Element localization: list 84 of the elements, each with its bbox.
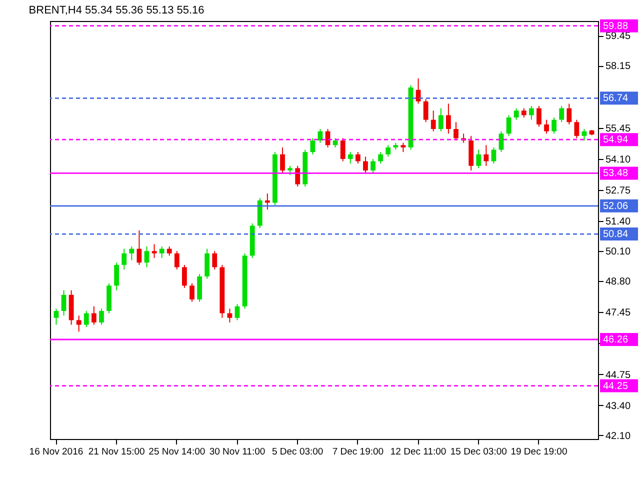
- candlestick: [212, 250, 218, 270]
- y-tick-label: 58.15: [606, 61, 631, 72]
- x-tick-label: 25 Nov 14:00: [148, 446, 206, 458]
- candlestick: [99, 308, 104, 326]
- ref-line-label: 56.74: [603, 93, 628, 104]
- candlestick: [544, 119, 549, 134]
- candlestick: [295, 165, 300, 188]
- ref-line-label: 54.94: [603, 134, 628, 146]
- candlestick: [197, 274, 202, 302]
- candlestick: [582, 128, 587, 142]
- candlestick: [280, 146, 285, 174]
- candlestick: [310, 138, 316, 155]
- y-tick-label: 44.75: [606, 370, 631, 381]
- candlestick: [84, 310, 89, 328]
- x-tick-label: 5 Dec 03:00: [272, 446, 324, 458]
- y-tick-label: 52.75: [606, 186, 631, 197]
- x-tick-label: 21 Nov 15:00: [88, 446, 145, 458]
- candlestick: [514, 108, 519, 120]
- candlestick: [340, 138, 346, 162]
- candlestick: [159, 246, 164, 258]
- y-tick-label: 50.10: [606, 246, 631, 258]
- candlestick: [552, 116, 557, 134]
- candlestick: [506, 114, 512, 136]
- x-tick-label: 15 Dec 03:00: [450, 446, 507, 458]
- candlestick: [76, 315, 82, 332]
- y-tick-label: 51.40: [606, 216, 631, 228]
- candlestick: [91, 306, 96, 326]
- candlestick: [574, 119, 580, 139]
- candlestick: [182, 264, 187, 288]
- candlestick: [227, 308, 232, 323]
- candlestick: [288, 165, 293, 176]
- candlestick: [491, 146, 496, 164]
- x-tick-label: 30 Nov 11:00: [209, 446, 266, 458]
- y-tick-label: 42.10: [606, 430, 631, 442]
- x-tick-label: 16 Nov 2016: [29, 446, 84, 458]
- candlestick: [355, 152, 360, 164]
- y-tick-label: 43.40: [606, 400, 631, 412]
- x-tick-label: 19 Dec 19:00: [510, 446, 568, 458]
- candlestick: [438, 108, 444, 132]
- candlestick: [144, 246, 150, 268]
- y-tick-label: 48.80: [606, 276, 631, 288]
- candlestick: [400, 142, 406, 153]
- x-tick-label: 12 Dec 11:00: [390, 446, 446, 458]
- candlestick: [521, 108, 526, 118]
- candlestick: [528, 105, 534, 120]
- candlestick: [484, 144, 489, 166]
- candlestick: [152, 244, 157, 258]
- y-tick-label: 54.10: [606, 154, 631, 166]
- candlestick: [136, 230, 142, 266]
- candlestick: [536, 105, 542, 128]
- candlestick: [386, 144, 391, 158]
- ref-line-label: 53.48: [603, 168, 628, 180]
- y-tick-label: 47.45: [606, 308, 631, 319]
- candlestick: [61, 290, 66, 316]
- candlestick: [566, 103, 572, 125]
- ref-line-label: 52.06: [603, 200, 628, 212]
- candlestick: [430, 110, 436, 132]
- candlestick: [559, 105, 564, 123]
- candlestick: [166, 246, 172, 256]
- y-tick-label: 59.45: [606, 31, 631, 42]
- candlestick: [174, 250, 180, 270]
- candlestick: [423, 98, 428, 123]
- ref-line-label: 50.84: [603, 229, 628, 240]
- candlestick: [332, 138, 338, 148]
- candlestick: [234, 304, 240, 321]
- candlestick: [446, 103, 451, 134]
- candlestick: [114, 262, 120, 291]
- candlestick: [370, 158, 376, 174]
- ref-line-label: 59.88: [603, 20, 628, 32]
- candlestick: [348, 152, 353, 164]
- chart-title: BRENT,H4 55.34 55.36 55.13 55.16: [28, 4, 204, 16]
- candlestick: [54, 308, 59, 326]
- candlestick: [190, 282, 194, 302]
- ref-line-label: 44.25: [603, 380, 628, 392]
- candlestick: [204, 248, 210, 280]
- candlestick: [476, 149, 482, 169]
- candlestick: [363, 156, 368, 174]
- x-tick-label: 7 Dec 19:00: [332, 446, 384, 458]
- candlestick: [378, 152, 384, 164]
- candlestick: [122, 248, 127, 270]
- candlestick: [454, 122, 458, 142]
- ref-line-label: 46.26: [603, 334, 628, 346]
- y-tick-label: 55.45: [606, 123, 631, 134]
- candlestick: [129, 246, 134, 261]
